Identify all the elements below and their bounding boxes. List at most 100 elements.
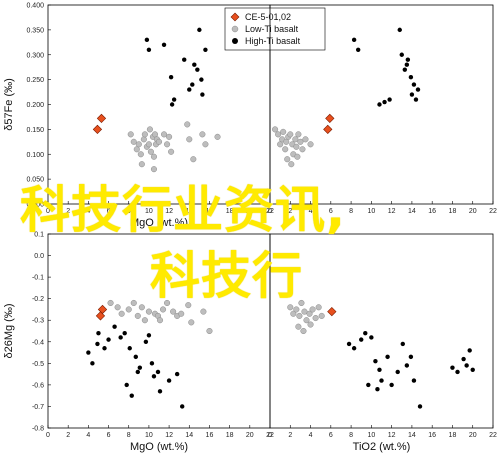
point-high-ti	[408, 354, 414, 360]
x-tick-label: 16	[428, 432, 436, 439]
point-high-ti	[96, 330, 101, 336]
x-tick-label: 12	[388, 208, 396, 215]
legend-label: Low-Ti basalt	[245, 24, 299, 34]
point-low-ti	[309, 306, 316, 313]
x-tick-label: 12	[165, 208, 173, 215]
point-low-ti	[295, 323, 302, 330]
point-high-ti	[417, 404, 423, 409]
legend-box	[224, 7, 326, 51]
point-high-ti	[144, 37, 150, 43]
point-low-ti	[297, 138, 304, 145]
x-tick-label: 8	[127, 208, 131, 215]
x-tick-label: 22	[489, 208, 497, 215]
point-high-ti	[351, 37, 357, 43]
point-low-ti	[137, 151, 144, 158]
point-low-ti	[272, 126, 279, 133]
x-tick-label: 12	[388, 432, 396, 439]
legend-marker-high-ti	[232, 38, 238, 44]
point-high-ti	[122, 330, 127, 336]
point-high-ti	[102, 346, 107, 351]
x-tick-label: 14	[185, 432, 193, 439]
x-tick-label: 22	[266, 208, 274, 215]
point-high-ti	[411, 378, 417, 383]
x-axis-label: TiO2 (wt.%)	[353, 441, 411, 453]
point-high-ti	[161, 42, 167, 47]
point-low-ti	[307, 321, 314, 328]
point-high-ti	[200, 92, 205, 97]
point-high-ti	[137, 365, 143, 370]
point-high-ti	[151, 374, 157, 379]
y-tick-label: 0.100	[26, 152, 44, 159]
y-tick-label: 0.250	[26, 77, 44, 84]
point-low-ti	[146, 126, 153, 133]
point-high-ti	[415, 87, 421, 92]
point-low-ti	[170, 308, 177, 315]
point-low-ti	[114, 304, 121, 311]
point-high-ti	[467, 348, 472, 353]
point-low-ti	[287, 304, 294, 311]
point-high-ti	[411, 82, 417, 87]
point-low-ti	[318, 312, 325, 319]
x-tick-label: 2	[288, 432, 292, 439]
point-high-ti	[397, 27, 402, 33]
point-high-ti	[146, 47, 152, 52]
y-tick-label: -0.3	[32, 318, 44, 325]
point-low-ti	[296, 312, 303, 319]
x-tick-label: 22	[266, 432, 274, 439]
point-high-ti	[404, 62, 410, 67]
point-high-ti	[402, 67, 408, 72]
point-low-ti	[141, 317, 148, 324]
point-low-ti	[188, 319, 195, 326]
y-tick-label: 0.200	[26, 102, 44, 109]
panel-frame	[269, 233, 494, 429]
point-low-ti	[138, 304, 145, 311]
x-tick-label: 4	[309, 208, 313, 215]
point-high-ti	[127, 346, 132, 351]
point-high-ti	[143, 339, 149, 344]
legend-marker-low-ti	[231, 25, 239, 33]
point-high-ti	[377, 102, 382, 107]
point-low-ti	[293, 306, 300, 313]
x-tick-label: 18	[226, 432, 234, 439]
legend-marker-ce5	[230, 12, 240, 22]
point-low-ti	[168, 148, 175, 155]
point-low-ti	[287, 131, 294, 138]
point-low-ti	[145, 308, 152, 315]
y-tick-label: -0.2	[32, 296, 44, 303]
y-axis-label: δ26Mg (‰)	[3, 303, 15, 358]
point-high-ti	[464, 363, 469, 368]
point-low-ti	[135, 141, 142, 148]
point-low-ti	[184, 121, 191, 128]
x-tick-label: 16	[206, 208, 214, 215]
point-high-ti	[135, 369, 141, 375]
point-high-ti	[395, 369, 400, 375]
x-tick-label: 22	[489, 432, 497, 439]
y-tick-label: 0.050	[26, 177, 44, 184]
x-tick-label: 4	[86, 208, 90, 215]
point-low-ti	[125, 306, 132, 313]
point-low-ti	[315, 304, 322, 311]
point-high-ti	[346, 341, 352, 347]
point-low-ti	[130, 138, 137, 145]
x-axis-label: MgO (wt.%)	[130, 441, 188, 453]
x-tick-label: 6	[107, 432, 111, 439]
point-ce5	[323, 124, 333, 134]
point-low-ti	[299, 146, 306, 153]
point-high-ti	[366, 382, 371, 388]
x-tick-label: 18	[226, 208, 234, 215]
x-tick-label: 12	[165, 432, 173, 439]
point-high-ti	[377, 367, 382, 372]
point-high-ti	[118, 335, 123, 340]
point-high-ti	[369, 335, 374, 340]
x-tick-label: 20	[246, 432, 254, 439]
point-ce5	[92, 124, 103, 134]
point-high-ti	[157, 389, 163, 394]
point-high-ti	[106, 337, 111, 342]
y-tick-label: 0.350	[26, 27, 44, 34]
point-low-ti	[214, 133, 221, 140]
panel-frame	[269, 4, 494, 205]
point-low-ti	[300, 327, 307, 335]
point-high-ti	[359, 337, 364, 342]
point-high-ti	[190, 82, 195, 87]
